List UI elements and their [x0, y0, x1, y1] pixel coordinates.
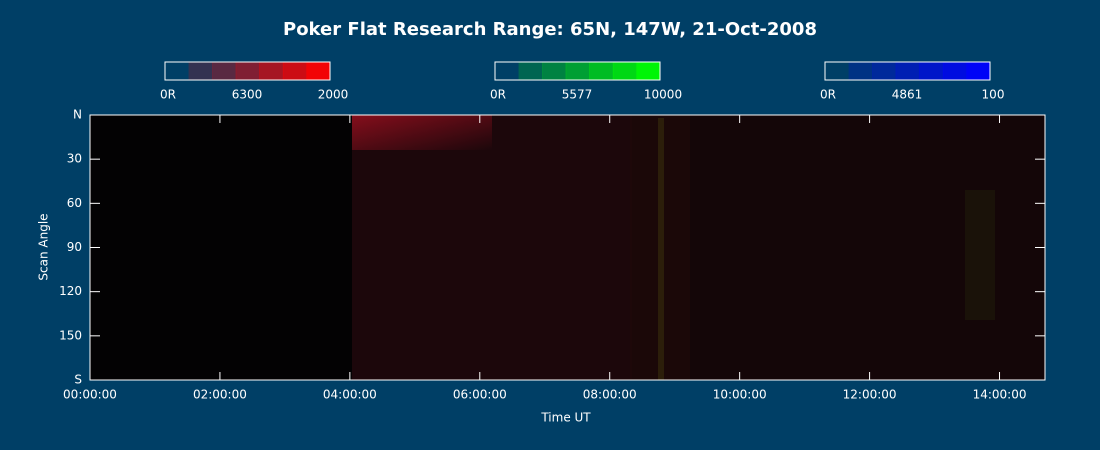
colorbar-step: [919, 62, 944, 80]
colorbar-frame: [164, 61, 331, 81]
colorbar-step: [542, 62, 567, 80]
colorbar-step: [282, 62, 307, 80]
y-axis-label: Scan Angle: [37, 213, 51, 280]
x-tick-label: 10:00:00: [713, 388, 767, 402]
colorbar-step: [636, 62, 661, 80]
colorbar-frame: [824, 61, 991, 81]
x-tick-label: 12:00:00: [843, 388, 897, 402]
colorbar-frame: [494, 61, 661, 81]
x-tick-label: 08:00:00: [583, 388, 637, 402]
y-tick-label: 150: [59, 328, 82, 342]
y-tick-label: S: [74, 373, 82, 387]
colorbar-step: [848, 62, 873, 80]
colorbar-min-label: 0R: [490, 88, 506, 102]
colorbar-min-label: 0R: [820, 88, 836, 102]
y-tick-label: 60: [67, 196, 82, 210]
x-axis-label: Time UT: [540, 411, 591, 425]
colorbar-step: [942, 62, 967, 80]
colorbar-min-label: 0R: [160, 88, 176, 102]
x-tick-label: 00:00:00: [63, 388, 117, 402]
colorbar-wavelength: 6300: [232, 88, 263, 102]
y-tick-label: 30: [67, 152, 82, 166]
colorbar-step: [235, 62, 260, 80]
colorbar-max-label: 10000: [644, 88, 682, 102]
y-tick-label: N: [73, 108, 82, 122]
y-tick-label: 120: [59, 284, 82, 298]
colorbar-step: [565, 62, 590, 80]
colorbar-step: [518, 62, 543, 80]
colorbar-max-label: 100: [982, 88, 1005, 102]
colorbar-wavelength: 4861: [892, 88, 923, 102]
colorbar-step: [165, 62, 189, 80]
chart-title: Poker Flat Research Range: 65N, 147W, 21…: [283, 19, 817, 40]
colorbar-step: [589, 62, 614, 80]
colorbar-step: [966, 62, 991, 80]
colorbar-wavelength: 5577: [562, 88, 593, 102]
colorbar-step: [612, 62, 637, 80]
keogram-image: [90, 115, 1045, 380]
x-tick-label: 02:00:00: [193, 388, 247, 402]
colorbar-step: [495, 62, 519, 80]
colorbar-max-label: 2000: [318, 88, 349, 102]
colorbar-step: [872, 62, 897, 80]
colorbar-step: [188, 62, 213, 80]
x-tick-label: 04:00:00: [323, 388, 377, 402]
x-tick-label: 14:00:00: [973, 388, 1027, 402]
colorbar-step: [895, 62, 920, 80]
y-tick-label: 90: [67, 240, 82, 254]
colorbar-step: [825, 62, 849, 80]
colorbar-step: [212, 62, 237, 80]
x-tick-label: 06:00:00: [453, 388, 507, 402]
colorbar-step: [306, 62, 331, 80]
colorbar-step: [259, 62, 284, 80]
